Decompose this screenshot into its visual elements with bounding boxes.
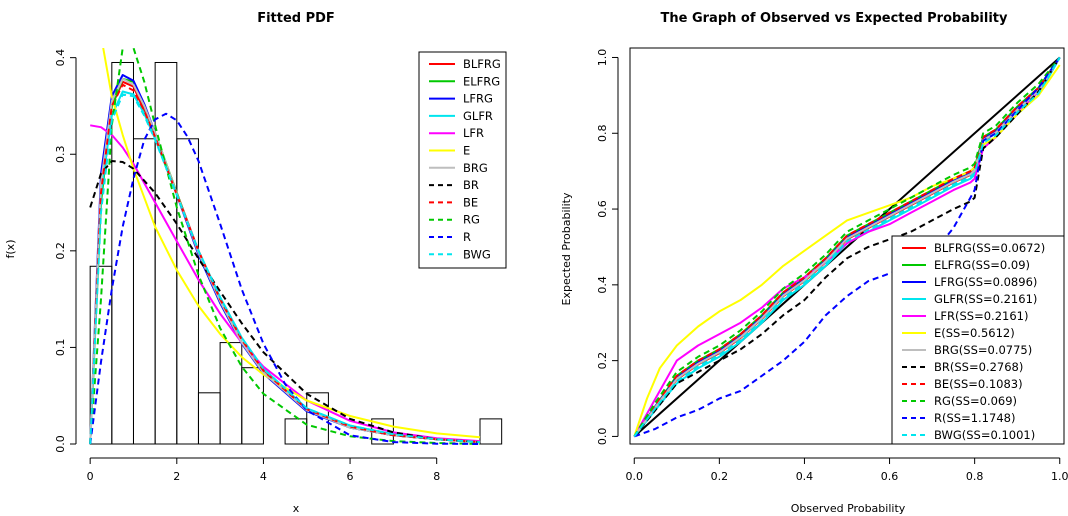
legend-label-blfrg: BLFRG(SS=0.0672): [934, 241, 1045, 255]
x-tick-label: 2: [173, 470, 180, 483]
series-line-elfrg: [633, 56, 1061, 437]
legend-label-rg: RG(SS=0.069): [934, 394, 1017, 408]
legend-label-rg: RG: [463, 213, 480, 227]
x-tick-label: 0.8: [966, 470, 984, 483]
chart-title: The Graph of Observed vs Expected Probab…: [661, 11, 1008, 26]
y-tick-label: 0.6: [596, 200, 609, 218]
x-tick-label: 0.2: [711, 470, 729, 483]
y-tick-label: 0.2: [54, 242, 67, 260]
x-tick-label: 1.0: [1051, 470, 1068, 483]
legend-box: [891, 235, 1065, 445]
y-tick-label: 0.4: [596, 276, 609, 294]
legend-label-lfr: LFR: [463, 126, 484, 140]
fitted-pdf-panel: Fitted PDF x f(x) 0 2 4 6 8 0.0 0.1 0.2 0.3 0.4 B…: [4, 11, 507, 515]
series-line-brg: [633, 56, 1061, 437]
legend-label-e: E: [463, 144, 470, 158]
legend-label-bwg: BWG(SS=0.1001): [934, 428, 1035, 442]
y-tick-label: 0.1: [54, 339, 67, 357]
histogram: [89, 61, 503, 445]
series-line-br: [89, 160, 481, 444]
observed-vs-expected-panel: The Graph of Observed vs Expected Probab…: [560, 11, 1068, 515]
axes: 0 2 4 6 8 0.0 0.1 0.2 0.3 0.4: [54, 49, 440, 483]
y-tick-label: 0.8: [596, 125, 609, 143]
x-tick-label: 0.4: [796, 470, 814, 483]
legend-label-glfr: GLFR: [463, 109, 493, 123]
y-axis-label: Expected Probability: [560, 192, 573, 305]
x-tick-label: 8: [433, 470, 440, 483]
legend-label-lfr: LFR(SS=0.2161): [934, 309, 1028, 323]
legend-label-elfrg: ELFRG(SS=0.09): [934, 258, 1030, 272]
legend-label-bwg: BWG: [463, 247, 491, 261]
x-axis-label: x: [293, 502, 300, 515]
series-line-br: [633, 56, 1061, 438]
legend-label-glfr: GLFR(SS=0.2161): [934, 292, 1037, 306]
y-tick-label: 0.2: [596, 352, 609, 370]
x-tick-label: 0.6: [881, 470, 899, 483]
histogram-bar: [241, 367, 264, 445]
series-line-r: [633, 56, 1061, 438]
y-axis-label: f(x): [4, 240, 17, 259]
legend-label-lfrg: LFRG: [463, 92, 493, 106]
y-tick-label: 0.0: [54, 435, 67, 453]
series-line-e: [633, 64, 1061, 437]
legend-label-r: R(SS=1.1748): [934, 411, 1015, 425]
y-tick-label: 0.0: [596, 428, 609, 446]
y-tick-label: 0.3: [54, 145, 67, 163]
series-line-lfr: [633, 56, 1061, 437]
legend-label-be: BE: [463, 195, 478, 209]
series-line-rg: [633, 56, 1061, 437]
legend-label-be: BE(SS=0.1083): [934, 377, 1023, 391]
legend-box: [418, 51, 507, 269]
legend-label-br: BR(SS=0.2768): [934, 360, 1023, 374]
legend-label-blfrg: BLFRG: [463, 57, 501, 71]
series-line-be: [89, 83, 481, 445]
density-curves: [89, 48, 481, 445]
series-line-r: [89, 112, 481, 445]
series-line-bwg: [89, 93, 481, 445]
legend-label-e: E(SS=0.5612): [934, 326, 1015, 340]
series-line-e: [102, 48, 481, 439]
x-tick-label: 0: [87, 470, 94, 483]
x-tick-label: 0.0: [626, 470, 644, 483]
legend-label-lfrg: LFRG(SS=0.0896): [934, 275, 1037, 289]
legend: BLFRG ELFRG LFRG GLFR LFR E BRG BR BE RG R BWG: [418, 51, 507, 269]
legend-label-brg: BRG(SS=0.0775): [934, 343, 1032, 357]
y-tick-label: 1.0: [596, 49, 609, 66]
x-tick-label: 4: [260, 470, 267, 483]
series-line-bwg: [633, 56, 1061, 437]
chart-title: Fitted PDF: [257, 11, 335, 26]
x-axis-label: Observed Probability: [791, 502, 906, 515]
legend: BLFRG(SS=0.0672) ELFRG(SS=0.09) LFRG(SS=0.…: [891, 235, 1065, 445]
legend-label-r: R: [463, 230, 471, 244]
reference-diagonal-line: [633, 56, 1061, 438]
series-line-rg: [89, 48, 481, 445]
histogram-bar: [176, 138, 199, 445]
legend-label-elfrg: ELFRG: [463, 74, 500, 88]
x-tick-label: 6: [347, 470, 354, 483]
y-tick-label: 0.4: [54, 49, 67, 67]
histogram-bar: [479, 418, 503, 445]
legend-label-brg: BRG: [463, 161, 488, 175]
probability-curves: [633, 56, 1061, 438]
legend-label-br: BR: [463, 178, 479, 192]
